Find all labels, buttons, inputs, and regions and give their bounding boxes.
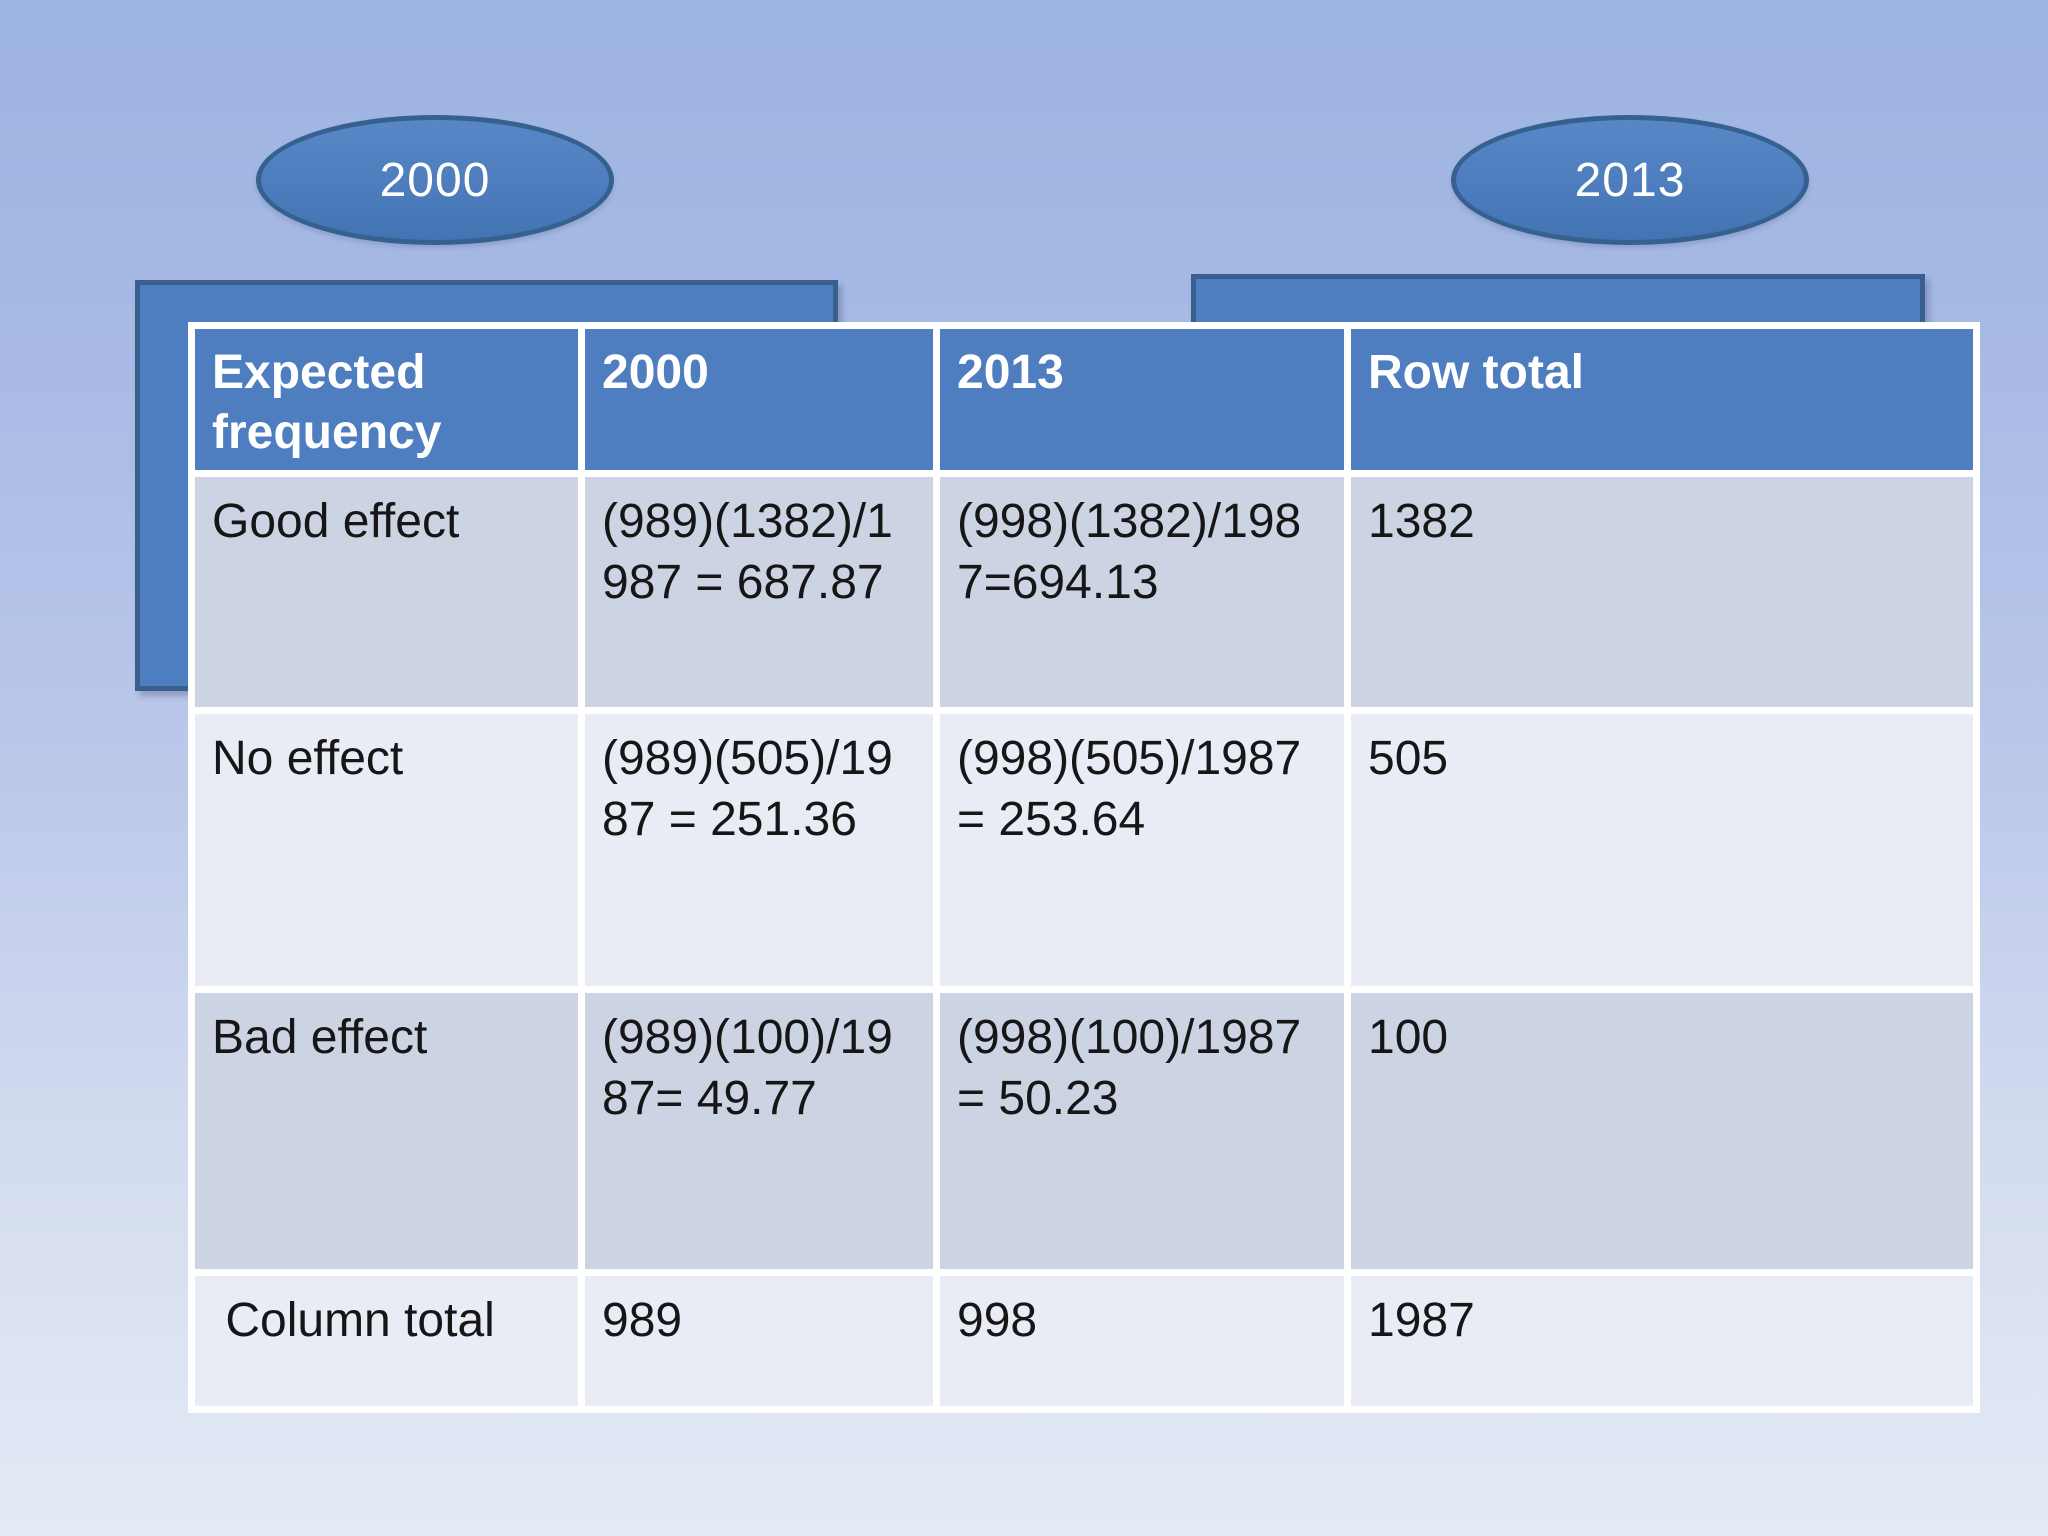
header-cell-2000: 2000 [585,329,933,470]
row-good-effect-label: Good effect [195,477,578,707]
row-no-effect-label: No effect [195,714,578,986]
row-column-total-2013-value: 998 [940,1276,1344,1406]
header-cell-row-total: Row total [1351,329,1973,470]
year-ellipse-2000-label: 2000 [379,153,491,207]
header-cell-expected-frequency: Expected frequency [195,329,578,470]
row-column-total-2000-value: 989 [585,1276,933,1406]
row-bad-effect-2013-value: (998)(100)/1987 = 50.23 [940,993,1344,1269]
header-cell-2013: 2013 [940,329,1344,470]
row-column-total-label: Column total [195,1276,578,1406]
year-ellipse-2000: 2000 [256,115,614,245]
row-bad-effect-label: Bad effect [195,993,578,1269]
expected-frequency-table: Expected frequency 2000 2013 Row total G… [188,322,1980,1413]
year-ellipse-2013-label: 2013 [1574,153,1686,207]
row-good-effect-2013-value: (998)(1382)/198 7=694.13 [940,477,1344,707]
year-ellipse-2013: 2013 [1451,115,1809,245]
row-bad-effect-2000-value: (989)(100)/19 87= 49.77 [585,993,933,1269]
row-no-effect-2000-value: (989)(505)/19 87 = 251.36 [585,714,933,986]
row-column-total-grand-total: 1987 [1351,1276,1973,1406]
row-good-effect-2000-value: (989)(1382)/1 987 = 687.87 [585,477,933,707]
row-bad-effect-row-total: 100 [1351,993,1973,1269]
row-no-effect-2013-value: (998)(505)/1987 = 253.64 [940,714,1344,986]
row-good-effect-row-total: 1382 [1351,477,1973,707]
row-no-effect-row-total: 505 [1351,714,1973,986]
